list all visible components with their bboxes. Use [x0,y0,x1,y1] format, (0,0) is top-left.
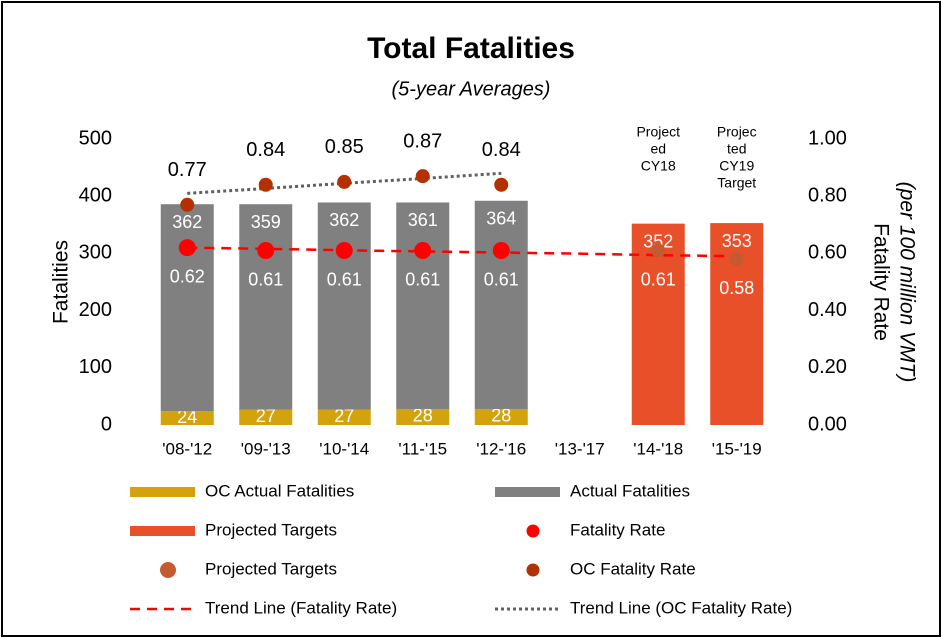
y-tick-label: 300 [79,242,112,264]
data-label: 359 [251,212,281,232]
y2-tick-label: 0.20 [808,356,847,378]
data-label: 0.77 [168,159,207,181]
rate-point [414,242,432,260]
data-label: 0.84 [246,139,285,161]
y-tick-label: 500 [79,127,112,149]
y2-tick-label: 0.80 [808,184,847,206]
rate-point [651,243,666,258]
data-label: 0.61 [248,269,283,289]
legend-swatch [526,524,540,538]
y-tick-label: 100 [79,356,112,378]
legend-label: Projected Targets [205,520,337,539]
data-label: 28 [413,406,433,426]
x-tick-label: '08-'12 [162,439,212,458]
data-label: 364 [486,209,516,229]
data-label: 27 [334,406,354,426]
annotation: Projec [717,124,757,140]
y2-tick-label: 1.00 [808,127,847,149]
data-label: 0.84 [482,139,521,161]
data-label: 0.61 [327,269,362,289]
annotation: ted [727,141,746,157]
rate-point [729,252,744,267]
rate-point [415,169,430,184]
legend-swatch [130,487,195,497]
y2-tick-label: 0.00 [808,413,847,435]
rate-point [180,197,195,212]
data-label: 0.61 [405,269,440,289]
data-label: 24 [177,407,197,427]
annotation-bg [630,123,687,178]
bar [396,408,450,425]
y2-tick-label: 0.60 [808,242,847,264]
data-label: 0.62 [170,266,205,286]
data-label: 352 [643,231,673,251]
data-label: 353 [722,231,752,251]
data-label: 0.61 [484,269,519,289]
data-label: 0.61 [641,269,676,289]
data-label: 28 [491,406,511,426]
bar [317,202,371,410]
annotation-bg [708,123,765,195]
bar [160,204,214,412]
bar [239,204,293,410]
rate-point [494,177,509,192]
x-tick-label: '15-'19 [712,439,762,458]
bar [474,408,528,425]
y-tick-label: 400 [79,184,112,206]
y2-axis-title: Fatality Rate [869,223,892,341]
bar [239,409,293,425]
legend-label: Actual Fatalities [570,481,690,500]
rate-point [178,239,196,257]
y-tick-label: 0 [101,413,112,435]
annotation: CY19 [719,158,754,174]
x-tick-label: '10-'14 [319,439,369,458]
legend-label: Trend Line (Fatality Rate) [205,598,397,617]
y-axis-title: Fatalities [50,240,73,324]
rate-point [492,242,510,260]
annotation: Project [636,124,680,140]
annotation: CY18 [641,158,676,174]
legend-label: OC Actual Fatalities [205,481,354,500]
annotation: ed [650,141,666,157]
legend-swatch [495,487,560,497]
legend-label: Fatality Rate [570,520,665,539]
x-tick-label: '14-'18 [633,439,683,458]
chart-subtitle: (5-year Averages) [392,78,551,100]
data-label: 362 [329,210,359,230]
bar [474,200,528,409]
x-tick-label: '09-'13 [241,439,291,458]
data-label: 0.58 [719,278,754,298]
legend-swatch [130,526,195,536]
rate-point [335,242,353,260]
y-tick-label: 200 [79,299,112,321]
rate-point [257,242,275,260]
x-tick-label: '11-'15 [398,439,447,458]
data-label: 0.87 [403,130,442,152]
x-tick-label: '12-'16 [476,439,526,458]
legend-label: Trend Line (OC Fatality Rate) [570,598,792,617]
x-tick-label: '13-'17 [555,439,605,458]
y2-axis-title: (per 100 million VMT) [895,182,918,383]
legend-swatch [526,563,540,577]
legend-label: Projected Targets [205,559,337,578]
y2-tick-label: 0.40 [808,299,847,321]
trend-line [187,246,737,258]
data-label: 362 [172,212,202,232]
data-label: 27 [256,406,276,426]
rate-point [258,177,273,192]
rate-point [337,174,352,189]
annotation: Target [717,175,756,191]
data-label: 0.85 [325,136,364,158]
chart-title: Total Fatalities [367,32,575,65]
legend-swatch [160,562,176,578]
bar [396,202,450,409]
legend-label: OC Fatality Rate [570,559,696,578]
data-label: 361 [408,210,438,230]
bar [160,411,214,425]
bar [317,409,371,425]
